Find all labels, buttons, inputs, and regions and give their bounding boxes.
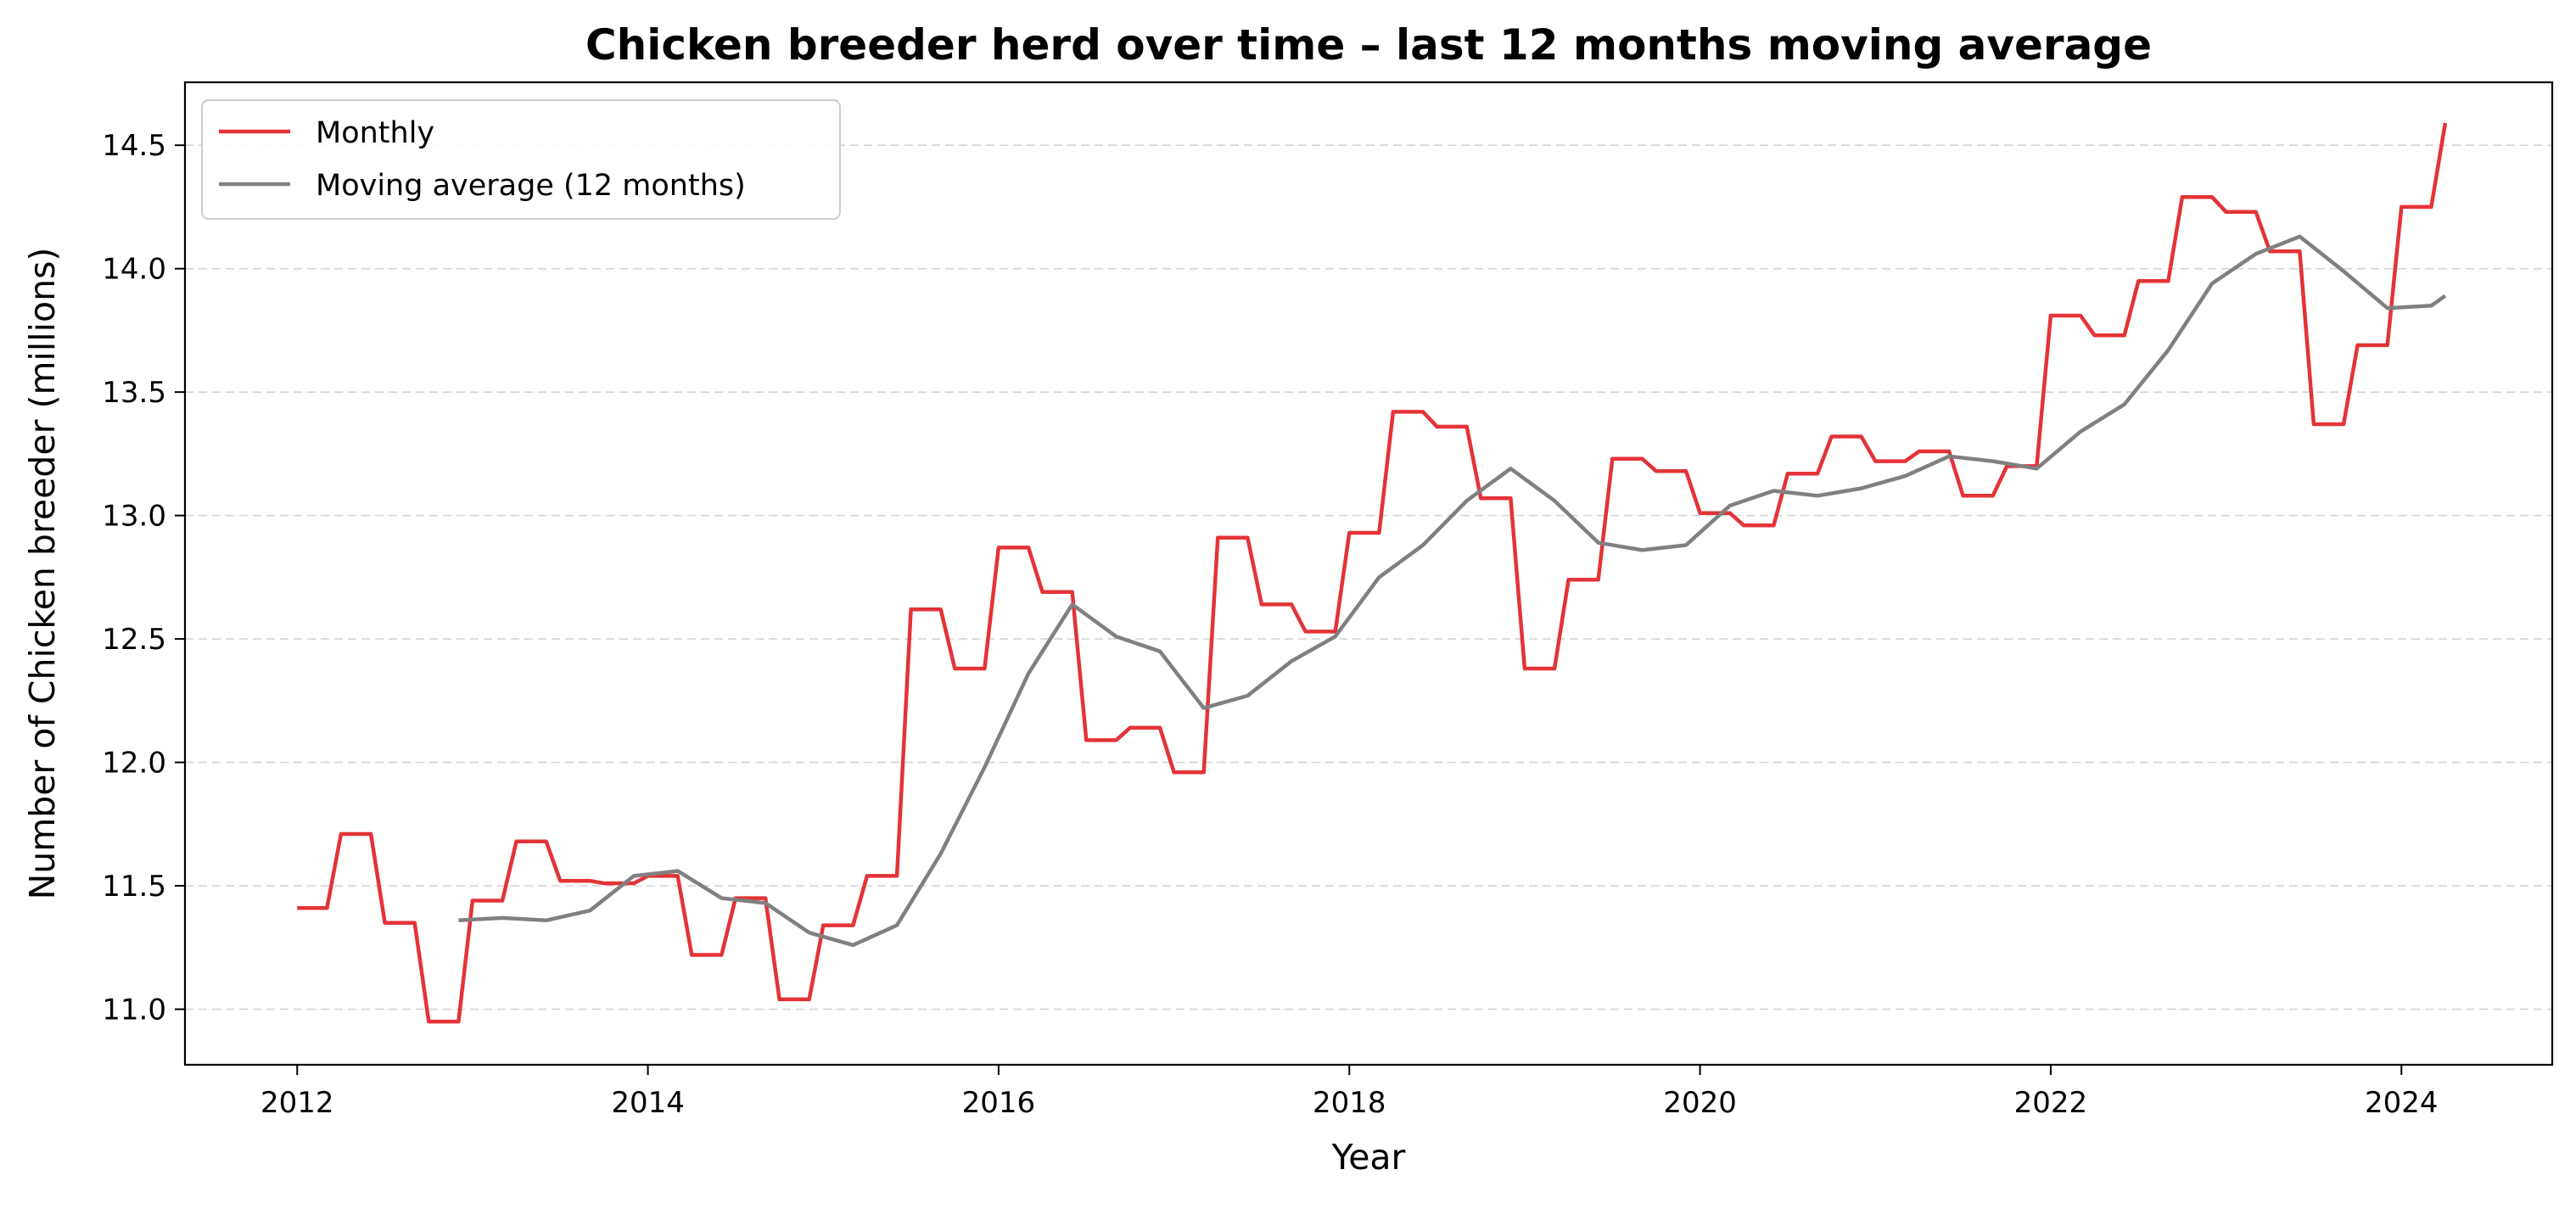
chart-title: Chicken breeder herd over time – last 12… bbox=[585, 20, 2152, 70]
legend-label-monthly: Monthly bbox=[316, 116, 434, 150]
y-tick-label: 11.5 bbox=[102, 870, 166, 904]
legend-label-moving-average: Moving average (12 months) bbox=[316, 169, 746, 203]
y-tick-label: 13.0 bbox=[102, 500, 166, 534]
y-tick-label: 12.5 bbox=[102, 623, 166, 657]
y-tick-label: 13.5 bbox=[102, 376, 166, 410]
monthly-series-line bbox=[297, 122, 2448, 1024]
x-tick-label: 2014 bbox=[611, 1086, 685, 1120]
series-layer bbox=[297, 122, 2448, 1024]
x-tick-label: 2024 bbox=[2365, 1086, 2439, 1120]
moving-average-series-line bbox=[458, 234, 2447, 948]
x-tick-label: 2012 bbox=[260, 1086, 334, 1120]
y-tick-label: 11.0 bbox=[102, 994, 166, 1027]
x-axis-label: Year bbox=[1331, 1137, 1406, 1178]
axis-layer: 11.0 11.5 12.0 12.5 13.0 13.5 14.0 14.5 2012 2014… bbox=[102, 129, 2438, 1120]
x-tick-label: 2020 bbox=[1663, 1086, 1737, 1120]
y-tick-label: 14.5 bbox=[102, 129, 166, 163]
x-tick-label: 2016 bbox=[962, 1086, 1036, 1120]
legend-box bbox=[201, 99, 841, 220]
y-axis-label: Number of Chicken breeder (millions) bbox=[22, 248, 63, 900]
legend: Monthly Moving average (12 months) bbox=[201, 99, 841, 220]
x-tick-label: 2018 bbox=[1313, 1086, 1386, 1120]
plot-area-frame bbox=[183, 81, 2554, 1066]
x-tick-label: 2022 bbox=[2014, 1086, 2088, 1120]
y-tick-label: 14.0 bbox=[102, 253, 166, 287]
y-tick-label: 12.0 bbox=[102, 747, 166, 781]
